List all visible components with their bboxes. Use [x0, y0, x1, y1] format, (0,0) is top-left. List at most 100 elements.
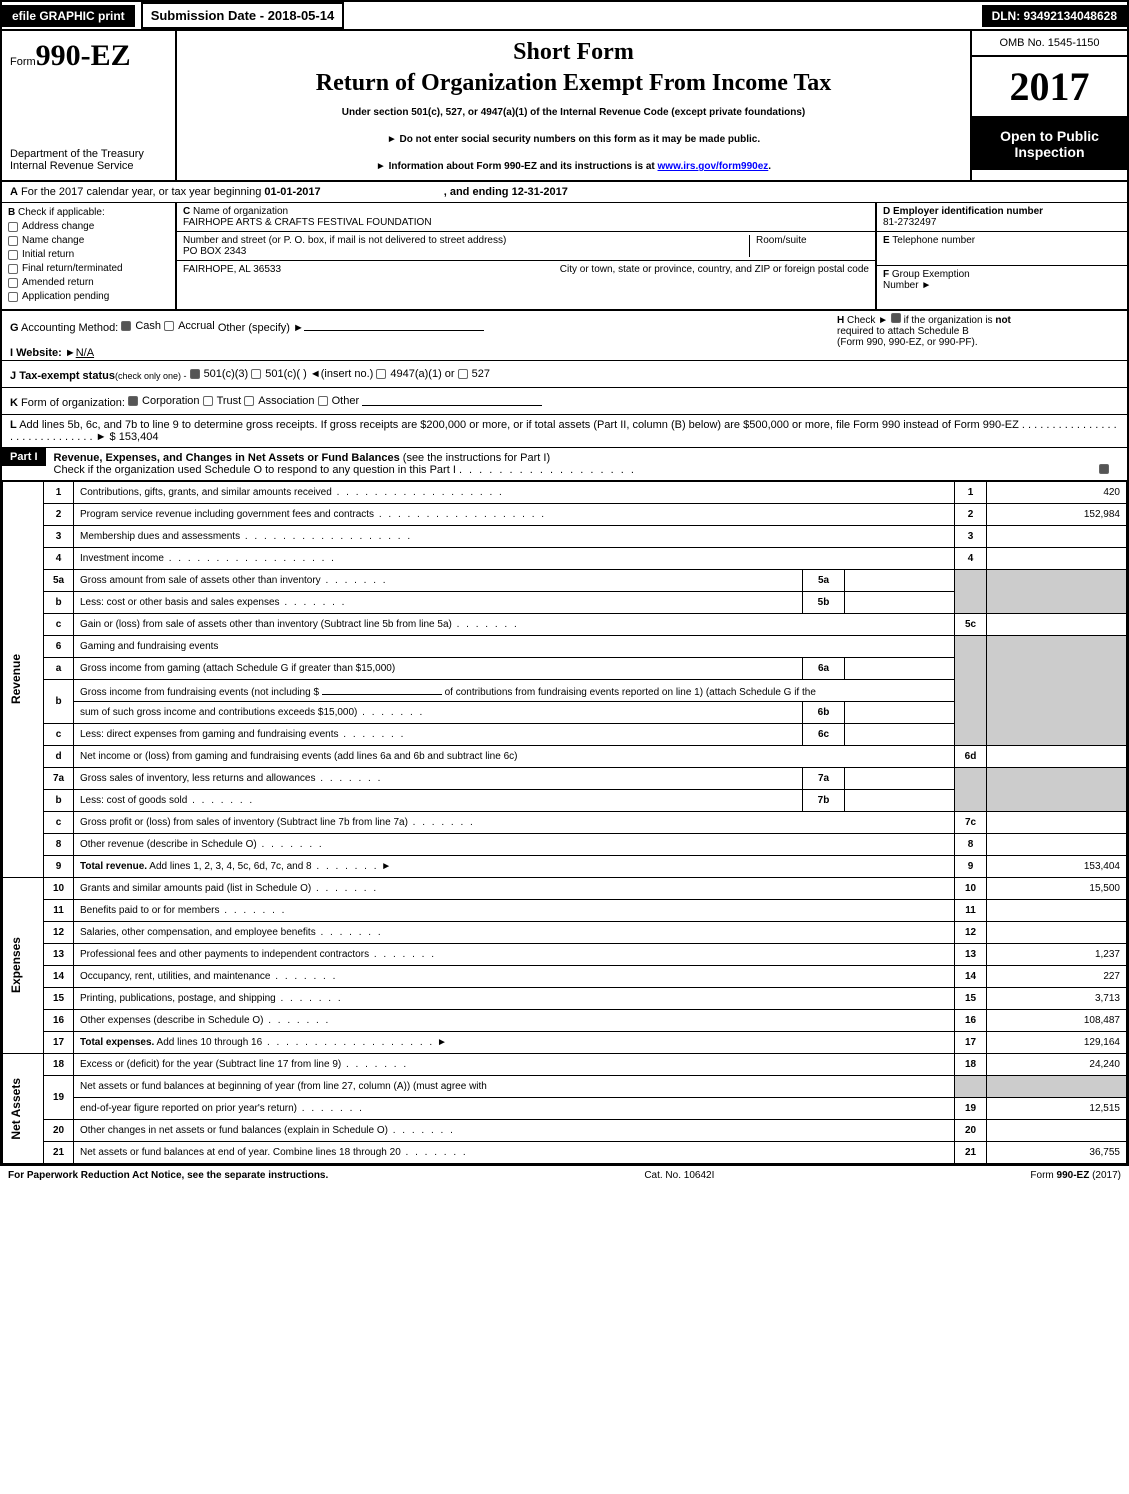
checkbox-trust[interactable]: Trust: [203, 395, 242, 407]
street-value: PO BOX 2343: [183, 246, 749, 257]
line-7a-desc: Gross sales of inventory, less returns a…: [80, 773, 315, 784]
expenses-side-label: Expenses: [9, 937, 23, 993]
line-12-num: 12: [44, 922, 74, 944]
line-6d-amount: [987, 746, 1127, 768]
line-9-rnum: 9: [955, 856, 987, 878]
line-21-rnum: 21: [955, 1142, 987, 1164]
line-13-rnum: 13: [955, 944, 987, 966]
line-4-rnum: 4: [955, 548, 987, 570]
line-14-num: 14: [44, 966, 74, 988]
dept-treasury: Department of the Treasury: [10, 148, 167, 160]
line-19-num: 19: [44, 1076, 74, 1120]
line-20-num: 20: [44, 1120, 74, 1142]
checkbox-schedule-b[interactable]: [891, 313, 901, 323]
info-suffix: .: [768, 161, 771, 172]
section-l-row: L Add lines 5b, 6c, and 7b to line 9 to …: [2, 415, 1127, 448]
line-5a-num: 5a: [44, 570, 74, 592]
line-1-rnum: 1: [955, 482, 987, 504]
line-6b-desc3: sum of such gross income and contributio…: [80, 707, 357, 718]
line-10-desc: Grants and similar amounts paid (list in…: [80, 883, 311, 894]
line-19-amount: 12,515: [987, 1098, 1127, 1120]
line-17-desc-bold: Total expenses.: [80, 1037, 154, 1048]
line-8-rnum: 8: [955, 834, 987, 856]
line-2-amount: 152,984: [987, 504, 1127, 526]
checkbox-other-org[interactable]: Other: [318, 395, 360, 407]
line-13-desc: Professional fees and other payments to …: [80, 949, 369, 960]
revenue-side-label: Revenue: [9, 654, 23, 704]
under-section-text: Under section 501(c), 527, or 4947(a)(1)…: [185, 107, 962, 118]
checkbox-initial-return[interactable]: Initial return: [8, 249, 169, 260]
line-9-desc-bold: Total revenue.: [80, 861, 147, 872]
line-20-rnum: 20: [955, 1120, 987, 1142]
line-8-num: 8: [44, 834, 74, 856]
line-19-desc2: end-of-year figure reported on prior yea…: [80, 1103, 297, 1114]
section-h-letter: H: [837, 315, 844, 326]
checkbox-application-pending[interactable]: Application pending: [8, 291, 169, 302]
checkbox-address-change[interactable]: Address change: [8, 221, 169, 232]
line-3-num: 3: [44, 526, 74, 548]
efile-print-button[interactable]: efile GRAPHIC print: [2, 5, 135, 27]
net-assets-side-label: Net Assets: [9, 1078, 23, 1140]
radio-accrual[interactable]: Accrual: [164, 320, 215, 332]
line-8-desc: Other revenue (describe in Schedule O): [80, 839, 257, 850]
section-d-letter: D: [883, 206, 890, 217]
short-form-title: Short Form: [185, 39, 962, 66]
city-value: FAIRHOPE, AL 36533: [183, 264, 281, 275]
ein-value: 81-2732497: [883, 217, 1121, 228]
checkbox-final-return[interactable]: Final return/terminated: [8, 263, 169, 274]
line-5b-inner-amt: [845, 592, 955, 614]
line-4-desc: Investment income: [80, 553, 164, 564]
website-label: Website: ►: [16, 347, 76, 359]
line-6a-inum: 6a: [803, 658, 845, 680]
line-7b-inum: 7b: [803, 790, 845, 812]
header-right-column: OMB No. 1545-1150 2017 Open to Public In…: [972, 31, 1127, 180]
line-6c-inner-amt: [845, 724, 955, 746]
section-g-letter: G: [10, 322, 19, 334]
line-7b-inner-amt: [845, 790, 955, 812]
line-17-rnum: 17: [955, 1032, 987, 1054]
line-18-num: 18: [44, 1054, 74, 1076]
line-6-num: 6: [44, 636, 74, 658]
section-d-column: D Employer identification number 81-2732…: [877, 203, 1127, 309]
line-5b-inum: 5b: [803, 592, 845, 614]
radio-cash[interactable]: Cash: [121, 320, 161, 332]
header-center: Short Form Return of Organization Exempt…: [177, 31, 972, 180]
line-19-desc1: Net assets or fund balances at beginning…: [74, 1076, 955, 1098]
irs-info-link[interactable]: www.irs.gov/form990ez: [658, 161, 769, 172]
section-g-row: G Accounting Method: Cash Accrual Other …: [2, 311, 1127, 361]
checkbox-501c[interactable]: 501(c)( ) ◄(insert no.): [251, 368, 373, 380]
line-5c-desc: Gain or (loss) from sale of assets other…: [80, 619, 452, 630]
line-2-rnum: 2: [955, 504, 987, 526]
ein-label: Employer identification number: [893, 206, 1043, 217]
info-prefix: ► Information about Form 990-EZ and its …: [376, 161, 658, 172]
line-18-rnum: 18: [955, 1054, 987, 1076]
line-2-desc: Program service revenue including govern…: [80, 509, 374, 520]
do-not-enter-text: ► Do not enter social security numbers o…: [185, 134, 962, 145]
checkbox-schedule-o[interactable]: [1099, 464, 1109, 474]
checkbox-corporation[interactable]: Corporation: [128, 395, 199, 407]
line-16-amount: 108,487: [987, 1010, 1127, 1032]
line-l-amount: $ 153,404: [110, 431, 159, 443]
tax-year-text-mid: , and ending: [444, 186, 512, 198]
section-k-letter: K: [10, 397, 18, 409]
section-j-row: J Tax-exempt status(check only one) - 50…: [2, 361, 1127, 388]
line-5a-inum: 5a: [803, 570, 845, 592]
checkbox-4947a1[interactable]: 4947(a)(1) or: [376, 368, 454, 380]
line-9-num: 9: [44, 856, 74, 878]
tax-year-text-before: For the 2017 calendar year, or tax year …: [21, 186, 264, 198]
line-15-amount: 3,713: [987, 988, 1127, 1010]
checkbox-association[interactable]: Association: [244, 395, 314, 407]
checkbox-501c3[interactable]: 501(c)(3): [190, 368, 249, 380]
section-h-box: H Check ► if the organization is not req…: [837, 313, 1117, 348]
section-k-row: K Form of organization: Corporation Trus…: [2, 388, 1127, 415]
line-8-amount: [987, 834, 1127, 856]
line-21-desc: Net assets or fund balances at end of ye…: [80, 1147, 401, 1158]
line-6c-inum: 6c: [803, 724, 845, 746]
line-6c-desc: Less: direct expenses from gaming and fu…: [80, 729, 338, 740]
checkbox-527[interactable]: 527: [458, 368, 490, 380]
checkbox-name-change[interactable]: Name change: [8, 235, 169, 246]
checkbox-amended-return[interactable]: Amended return: [8, 277, 169, 288]
line-7c-rnum: 7c: [955, 812, 987, 834]
line-17-num: 17: [44, 1032, 74, 1054]
group-exemption-label: Group Exemption: [892, 269, 970, 280]
